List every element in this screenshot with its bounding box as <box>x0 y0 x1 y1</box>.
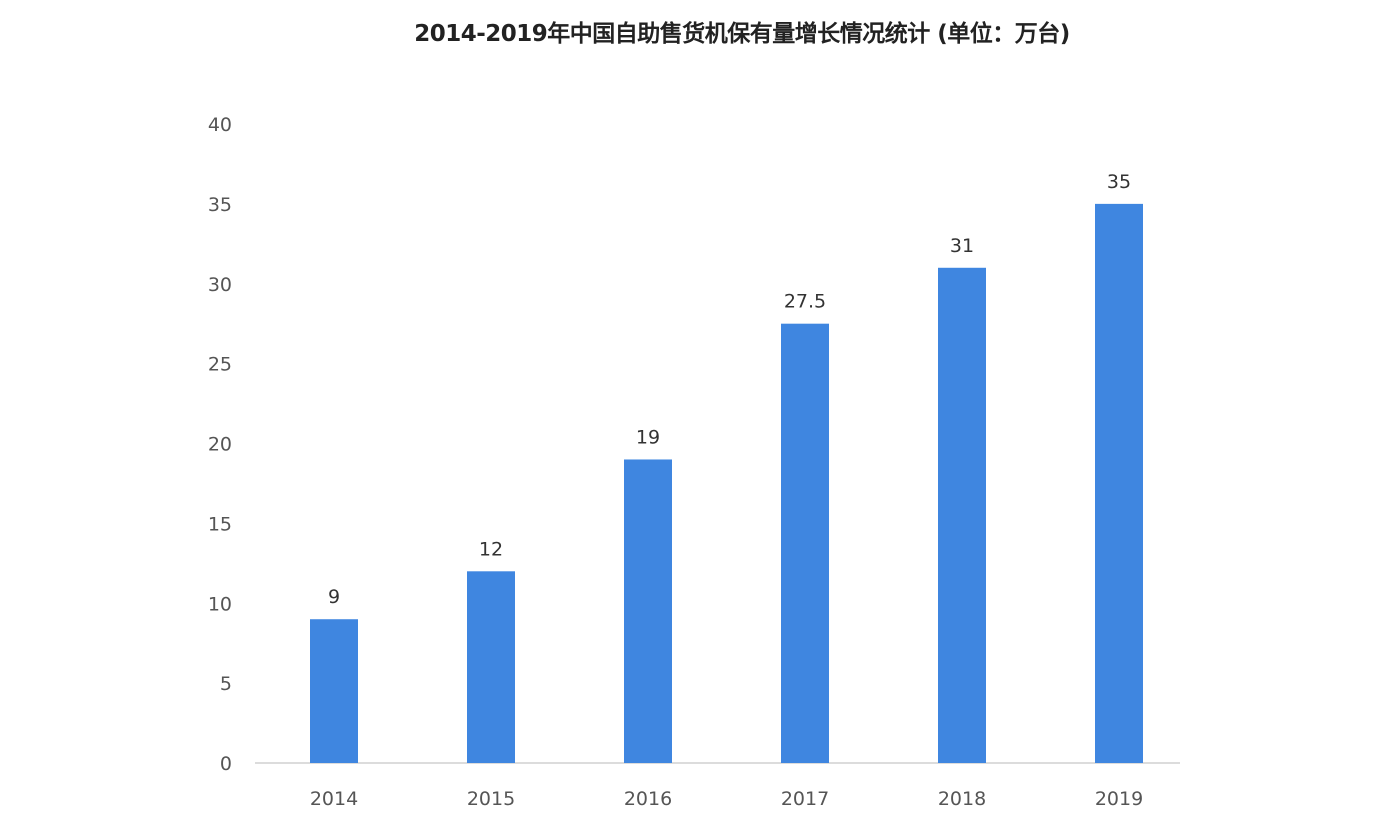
bar-2015 <box>467 571 515 763</box>
x-tick-label: 2016 <box>624 788 672 810</box>
bar-2017 <box>781 323 829 763</box>
x-tick-label: 2017 <box>781 788 829 810</box>
y-tick-label: 0 <box>220 753 232 775</box>
y-tick-label: 25 <box>208 354 232 376</box>
y-tick-label: 40 <box>208 114 232 136</box>
data-label: 35 <box>1107 171 1131 193</box>
bar-2018 <box>938 267 986 763</box>
bar-2019 <box>1095 203 1143 763</box>
bar-2014 <box>310 619 358 763</box>
data-label: 19 <box>636 426 660 448</box>
x-tick-label: 2018 <box>938 788 986 810</box>
data-label: 12 <box>479 538 503 560</box>
chart-title: 2014-2019年中国自助售货机保有量增长情况统计 (单位：万台) <box>414 21 1070 47</box>
y-tick-label: 20 <box>208 434 232 456</box>
data-label: 9 <box>328 586 340 608</box>
x-tick-label: 2015 <box>467 788 515 810</box>
y-tick-label: 5 <box>220 673 232 695</box>
y-tick-label: 30 <box>208 274 232 296</box>
x-tick-label: 2019 <box>1095 788 1143 810</box>
y-tick-label: 35 <box>208 194 232 216</box>
y-tick-label: 15 <box>208 513 232 535</box>
data-label: 27.5 <box>784 291 826 313</box>
y-tick-label: 10 <box>208 593 232 615</box>
x-tick-label: 2014 <box>310 788 358 810</box>
data-label: 31 <box>950 235 974 257</box>
bar-2016 <box>624 459 672 763</box>
